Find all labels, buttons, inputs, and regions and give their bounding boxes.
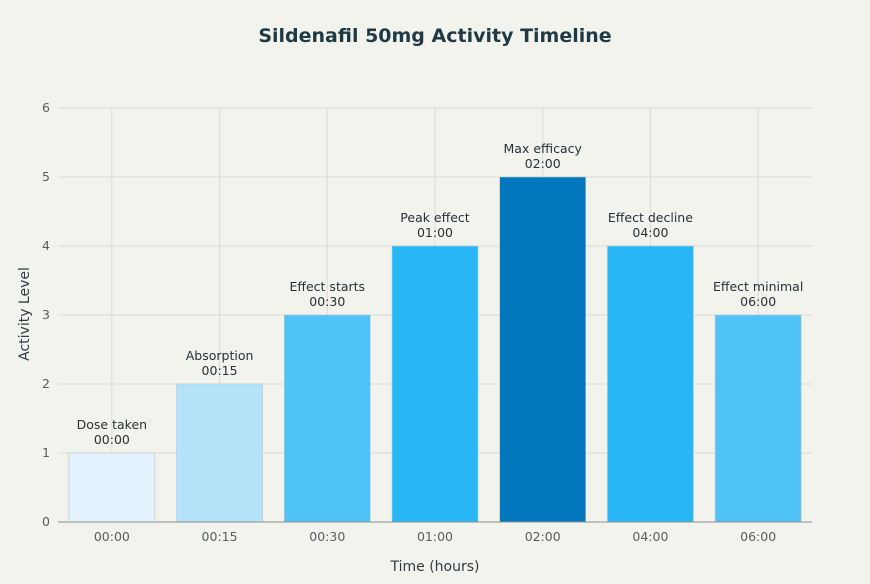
bar-annotation-time: 02:00 bbox=[525, 156, 561, 171]
bar bbox=[607, 245, 694, 523]
bar-annotation-label: Effect starts bbox=[289, 279, 365, 294]
bar-annotation-label: Peak effect bbox=[400, 210, 470, 225]
bar-annotation-time: 04:00 bbox=[632, 225, 668, 240]
bar-annotation-label: Max efficacy bbox=[504, 141, 583, 156]
y-tick-label: 0 bbox=[42, 514, 50, 529]
bar bbox=[68, 452, 156, 523]
bar-annotation-label: Absorption bbox=[186, 348, 254, 363]
bar-annotation-time: 01:00 bbox=[417, 225, 453, 240]
y-tick-label: 6 bbox=[42, 100, 50, 115]
y-tick-label: 1 bbox=[42, 445, 50, 460]
y-tick-label: 3 bbox=[42, 307, 50, 322]
x-tick-label: 01:00 bbox=[417, 529, 453, 544]
bar-annotation-time: 06:00 bbox=[740, 294, 776, 309]
x-tick-label: 06:00 bbox=[740, 529, 776, 544]
y-tick-label: 4 bbox=[42, 238, 50, 253]
bars-layer bbox=[68, 176, 802, 523]
x-tick-label: 04:00 bbox=[632, 529, 668, 544]
x-tick-label: 00:15 bbox=[202, 529, 238, 544]
x-tick-label: 00:30 bbox=[309, 529, 345, 544]
chart-title: Sildenafil 50mg Activity Timeline bbox=[258, 25, 611, 47]
bar-annotation-label: Effect minimal bbox=[713, 279, 803, 294]
y-axis-title: Activity Level bbox=[17, 267, 33, 361]
bar-annotation-time: 00:00 bbox=[94, 432, 130, 447]
y-tick-label: 2 bbox=[42, 376, 50, 391]
x-axis-title: Time (hours) bbox=[390, 559, 480, 575]
axis-layer: 0 1 2 3 4 5 6 00:00 00:15 00:30 01:00 02:00 04:00 06:… bbox=[42, 100, 812, 544]
bar-annotation-time: 00:15 bbox=[202, 363, 238, 378]
bar-annotation-label: Dose taken bbox=[77, 417, 147, 432]
bar bbox=[714, 314, 802, 523]
x-tick-label: 00:00 bbox=[94, 529, 130, 544]
bar bbox=[176, 383, 263, 523]
bar-annotation-time: 00:30 bbox=[309, 294, 345, 309]
bar bbox=[391, 245, 479, 523]
x-tick-label: 02:00 bbox=[525, 529, 561, 544]
y-tick-label: 5 bbox=[42, 169, 50, 184]
bar bbox=[499, 176, 587, 523]
bar bbox=[283, 314, 371, 523]
bar-annotation-label: Effect decline bbox=[608, 210, 693, 225]
